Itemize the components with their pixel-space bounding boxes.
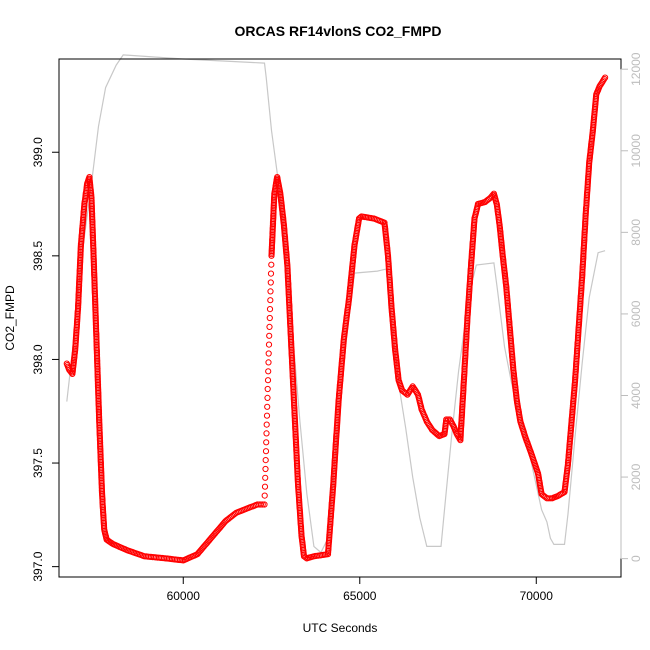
co2-series bbox=[63, 74, 609, 564]
y-axis-label: CO2_FMPD bbox=[3, 285, 17, 351]
y2-tick-label: 10000 bbox=[629, 134, 643, 168]
altitude-series bbox=[66, 54, 606, 554]
y-tick-label: 398.0 bbox=[31, 344, 45, 374]
co2-point bbox=[261, 501, 268, 508]
y2-tick-label: 4000 bbox=[629, 382, 643, 409]
co2-point bbox=[265, 359, 272, 366]
co2-point bbox=[265, 341, 273, 348]
co2-point bbox=[263, 421, 270, 428]
co2-point bbox=[267, 288, 274, 295]
co2-point bbox=[263, 412, 271, 419]
y-tick-label: 398.5 bbox=[31, 241, 45, 271]
co2-point bbox=[264, 377, 272, 384]
co2-point bbox=[267, 297, 274, 304]
altitude-line bbox=[66, 54, 606, 554]
co2-point bbox=[547, 495, 554, 502]
axes: 60000 65000 70000397.0397.5398.0398.5399.0… bbox=[31, 52, 643, 603]
y2-tick-label: 0 bbox=[629, 555, 643, 562]
co2-point bbox=[257, 501, 264, 508]
x-tick-label: 60000 bbox=[167, 589, 201, 603]
y2-tick-label: 12000 bbox=[629, 52, 643, 86]
co2-point bbox=[262, 465, 269, 473]
co2-point bbox=[601, 75, 608, 83]
co2-point bbox=[302, 554, 309, 561]
co2-point bbox=[265, 368, 272, 375]
y2-tick-label: 2000 bbox=[629, 463, 643, 490]
co2-point bbox=[261, 483, 269, 490]
co2-point bbox=[265, 350, 272, 357]
co2-point bbox=[262, 448, 270, 455]
co2-point bbox=[262, 457, 269, 464]
x-tick-label: 65000 bbox=[343, 589, 377, 603]
co2-point bbox=[267, 279, 274, 286]
co2-point bbox=[264, 403, 271, 410]
co2-point bbox=[264, 394, 271, 401]
y-tick-label: 397.0 bbox=[31, 551, 45, 581]
x-tick-label: 70000 bbox=[520, 589, 554, 603]
co2-point bbox=[266, 332, 273, 339]
co2-point bbox=[266, 314, 273, 322]
co2-point bbox=[264, 385, 271, 393]
co2-point bbox=[262, 474, 269, 481]
y-tick-label: 397.5 bbox=[31, 448, 45, 478]
plot-frame bbox=[58, 58, 622, 578]
co2-point bbox=[357, 214, 364, 221]
co2-point bbox=[261, 492, 268, 499]
y2-tick-label: 8000 bbox=[629, 219, 643, 246]
co2-point bbox=[263, 439, 270, 446]
chart-title: ORCAS RF14vlonS CO2_FMPD bbox=[235, 23, 442, 39]
y2-tick-label: 6000 bbox=[629, 300, 643, 327]
co2-point bbox=[259, 501, 266, 508]
co2-point bbox=[602, 74, 609, 81]
co2-point bbox=[266, 323, 273, 330]
co2-point bbox=[268, 261, 275, 268]
co2-point bbox=[266, 306, 274, 313]
y-tick-label: 399.0 bbox=[31, 137, 45, 167]
co2-point bbox=[267, 270, 275, 277]
co2-point bbox=[403, 390, 410, 397]
co2-point bbox=[263, 430, 270, 437]
x-axis-label: UTC Seconds bbox=[303, 621, 378, 635]
